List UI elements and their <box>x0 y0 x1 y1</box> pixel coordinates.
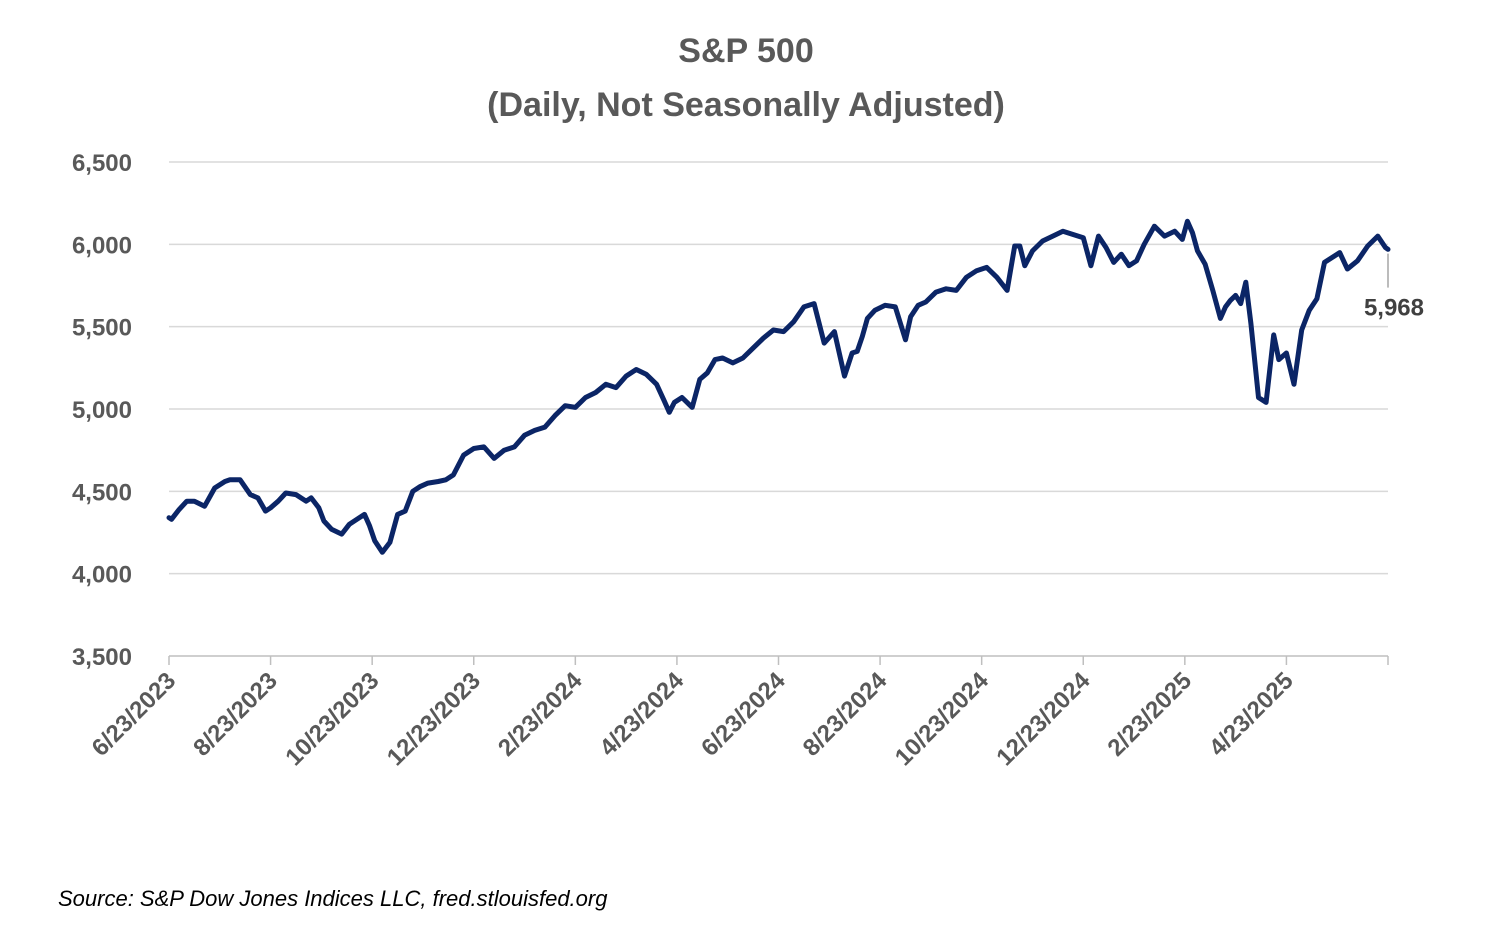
x-tick-label: 8/23/2024 <box>798 667 893 762</box>
y-tick-label: 6,500 <box>72 150 132 177</box>
series-line-sp500 <box>166 218 1391 555</box>
x-tick-label: 10/23/2024 <box>890 667 994 771</box>
y-tick-label: 5,500 <box>72 315 132 342</box>
x-axis <box>168 655 1389 665</box>
x-tick-label: 2/23/2025 <box>1102 667 1197 762</box>
gridlines <box>169 161 1388 575</box>
y-tick-label: 3,500 <box>72 644 132 671</box>
x-tick-label: 4/23/2025 <box>1204 667 1299 762</box>
y-tick-label: 6,000 <box>72 232 132 259</box>
series-layer <box>166 218 1391 555</box>
chart-subtitle: (Daily, Not Seasonally Adjusted) <box>487 86 1005 124</box>
x-tick-label: 12/23/2024 <box>991 667 1095 771</box>
y-tick-label: 4,500 <box>72 479 132 506</box>
y-tick-label: 5,000 <box>72 397 132 424</box>
y-tick-label: 4,000 <box>72 562 132 589</box>
x-tick-label: 6/23/2024 <box>696 667 791 762</box>
y-axis-tick-labels: 3,500 4,000 4,500 5,000 5,500 6,000 6,500 <box>72 150 132 671</box>
annotations: 5,968 <box>1364 253 1424 322</box>
source-note: Source: S&P Dow Jones Indices LLC, fred.… <box>58 886 608 911</box>
annotation-last-value: 5,968 <box>1364 295 1424 322</box>
x-tick-label: 12/23/2023 <box>382 667 486 771</box>
x-tick-label: 8/23/2023 <box>188 667 283 762</box>
x-tick-label: 10/23/2023 <box>280 667 384 771</box>
x-tick-label: 2/23/2024 <box>493 667 588 762</box>
x-tick-label: 6/23/2023 <box>87 667 182 762</box>
chart-title: S&P 500 <box>678 32 814 70</box>
x-tick-label: 4/23/2024 <box>595 667 690 762</box>
